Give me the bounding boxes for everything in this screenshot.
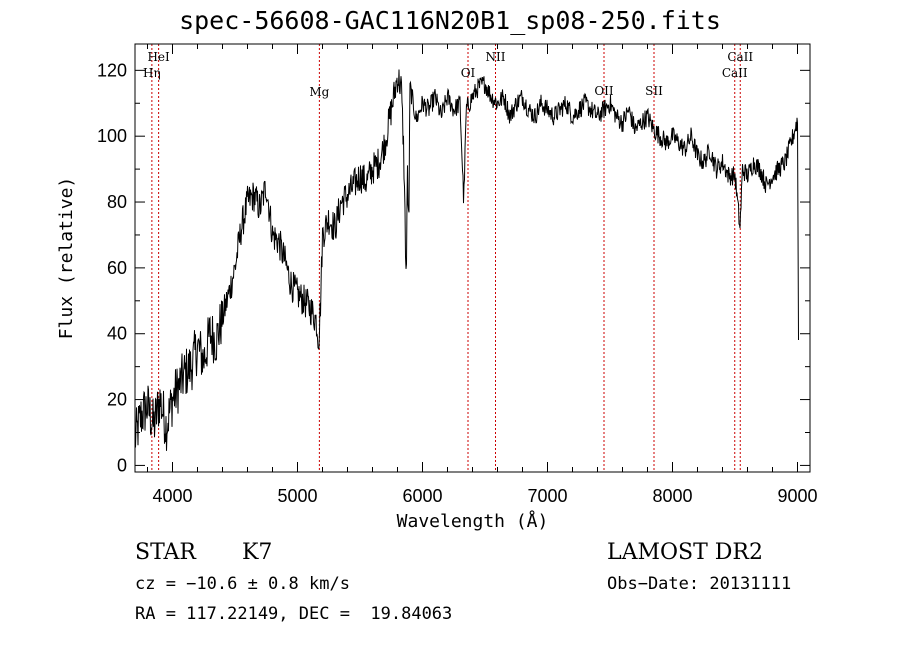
y-tick-label: 100 (97, 126, 127, 146)
x-tick-label: 8000 (652, 486, 692, 506)
y-tick-label: 20 (107, 390, 127, 410)
x-axis-label: Wavelength (Å) (397, 510, 549, 532)
x-tick-label: 6000 (402, 486, 442, 506)
spectrum-line (134, 69, 799, 451)
line-label: Hη (143, 66, 161, 80)
x-axis: 4000 5000 6000 7000 8000 9000 (147, 44, 818, 506)
y-axis: 0 20 40 60 80 100 120 (97, 60, 810, 475)
emission-line-markers (151, 44, 741, 472)
x-tick-label: 5000 (277, 486, 317, 506)
coordinates: RA = 117.22149, DEC = 19.84063 (135, 604, 453, 624)
line-label: HeI (147, 50, 170, 64)
y-axis-label: Flux (relative) (56, 177, 77, 340)
line-labels: HeI Hη Mg OI NII OII SII CaII CaII (143, 50, 753, 99)
obs-date: Obs−Date: 20131111 (607, 574, 792, 594)
y-tick-label: 120 (97, 60, 127, 80)
line-label: OI (461, 66, 476, 80)
y-tick-label: 60 (107, 258, 127, 278)
object-class: STAR (135, 540, 196, 565)
object-subclass: K7 (242, 540, 273, 565)
x-tick-label: 9000 (777, 486, 817, 506)
line-label: SII (645, 84, 663, 98)
y-tick-label: 80 (107, 192, 127, 212)
line-label: Mg (309, 85, 329, 99)
chart-title: spec-56608-GAC116N20B1_sp08-250.fits (179, 6, 721, 35)
y-tick-label: 0 (117, 455, 127, 475)
line-label: OII (594, 84, 614, 98)
line-label: NII (486, 50, 506, 64)
survey-name: LAMOST DR2 (607, 540, 763, 565)
line-label: CaII (722, 66, 748, 80)
x-tick-label: 7000 (527, 486, 567, 506)
spectrum-chart: 4000 5000 6000 7000 8000 9000 0 20 40 60 80 100 120… (56, 43, 818, 532)
x-tick-label: 4000 (152, 486, 192, 506)
line-label: CaII (727, 50, 753, 64)
y-tick-label: 40 (107, 324, 127, 344)
redshift-info: cz = −10.6 ± 0.8 km/s (135, 574, 350, 594)
